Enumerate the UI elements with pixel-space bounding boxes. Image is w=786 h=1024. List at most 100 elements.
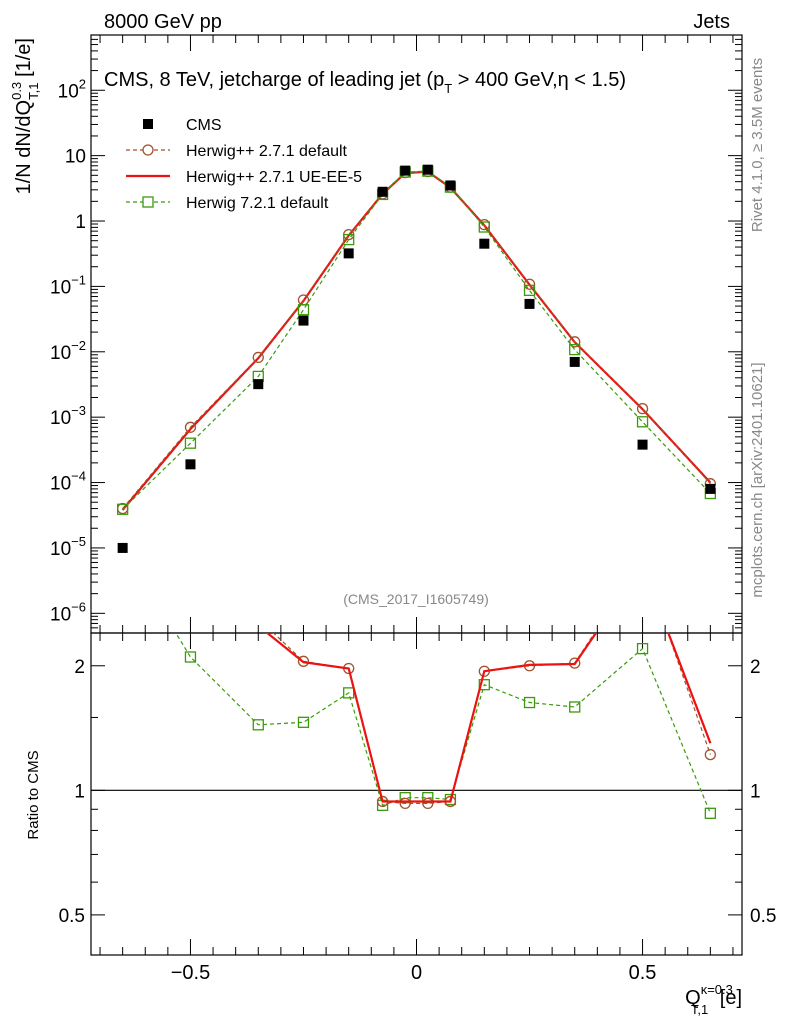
legend-label: Herwig 7.2.1 default (186, 195, 329, 212)
main-y-tick-label-base: 1 (75, 212, 86, 233)
main-cms-point (117, 542, 128, 553)
legend-marker-cms (143, 119, 153, 129)
main-cms-point (343, 248, 354, 259)
main-plot-area (116, 164, 717, 553)
ratio-y-tick-label: 1 (74, 781, 85, 802)
ratio-x-axis-label: Qκ=0.3 T,1 [e] (685, 982, 742, 1017)
main-y-tick-label: 10−5 (50, 534, 86, 560)
main-y-axis-label-sup: 0.3 (9, 82, 24, 100)
main-cms-point (479, 238, 490, 249)
main-square-marker (636, 416, 649, 428)
main-y-tick-label: 102 (58, 76, 86, 102)
ratio-square-marker (252, 719, 264, 731)
ratio-y-tick-label-right: 2 (750, 657, 761, 678)
ratio-x-axis-label-suffix: [e] (714, 987, 742, 1009)
main-cms-point (377, 186, 388, 197)
ratio-square-marker (569, 701, 581, 713)
ratio-line-dashed-square (175, 633, 711, 814)
main-circle-marker (636, 402, 649, 415)
chart-title-sub: T (444, 81, 452, 96)
main-y-axis-label: 1/N dN/dQ0.3 T,1 [1/e] (9, 38, 41, 194)
header-right: Jets (693, 11, 730, 33)
ratio-square-marker (343, 687, 355, 699)
main-square-marker (523, 284, 536, 297)
ratio-square-marker (297, 716, 310, 728)
chart-title-rest: > 400 GeV,η < 1.5) (452, 69, 626, 91)
main-cms-point (524, 298, 535, 309)
x-tick-label: 0 (411, 962, 422, 984)
ratio-circle-marker (399, 797, 411, 810)
main-y-tick-label: 1 (75, 212, 86, 233)
ratio-y-tick-label: 0.5 (59, 906, 85, 927)
ratio-x-axis-label-base: Q (685, 987, 701, 1009)
main-y-tick-label-exp: −4 (71, 469, 86, 484)
main-y-tick-label-base: 10 (50, 539, 71, 560)
legend-label: CMS (186, 117, 222, 134)
main-cms-point (422, 164, 433, 175)
main-y-tick-label-base: 10 (65, 147, 86, 168)
main-cms-point (637, 439, 648, 450)
main-y-tick-label-base: 10 (50, 277, 71, 298)
main-y-tick-label-base: 10 (50, 604, 71, 625)
x-tick-label: 0.5 (629, 962, 657, 984)
ratio-x-axis-label-sub: T,1 (691, 1002, 708, 1017)
main-y-tick-label-base: 10 (58, 81, 79, 102)
main-line-solid (121, 170, 712, 511)
ratio-y-tick-label: 2 (74, 657, 85, 678)
main-circle-marker (523, 278, 536, 290)
main-cms-point (253, 379, 264, 390)
main-y-tick-label: 10−2 (50, 338, 86, 364)
legend-label: Herwig++ 2.7.1 UE-EE-5 (186, 169, 362, 186)
ratio-square-marker (523, 696, 536, 709)
ratio-circle-marker (638, 555, 648, 565)
main-y-tick-label-exp: 2 (79, 76, 86, 91)
side-label-bottom: mcplots.cern.ch [arXiv:2401.10621] (749, 362, 766, 597)
main-square-marker (478, 221, 490, 233)
main-cms-point (185, 459, 196, 470)
side-label-top: Rivet 4.1.0, ≥ 3.5M events (749, 58, 766, 232)
main-square-marker (116, 503, 129, 515)
ratio-x-axis-label-sup: κ=0.3 (701, 982, 733, 997)
main-cms-point (445, 180, 456, 191)
ratio-square-marker (184, 651, 197, 663)
chart-title-main: CMS, 8 TeV, jetcharge of leading jet (p (104, 69, 444, 91)
ratio-circle-marker (704, 748, 717, 761)
main-y-tick-label: 10−1 (50, 272, 86, 298)
main-circle-marker (569, 336, 581, 348)
ratio-x-ticks: −0.5 0 0.5 (99, 633, 734, 984)
main-cms-point (705, 483, 716, 494)
analysis-id: (CMS_2017_I1605749) (343, 591, 489, 607)
main-y-tick-label: 10−3 (50, 403, 86, 429)
ratio-square-marker (422, 792, 434, 804)
ratio-circle-marker (185, 550, 195, 560)
main-y-axis-label-prefix: 1/N dN/dQ (13, 100, 35, 194)
ratio-panel: 0.5 0.5 1 1 2 2 −0.5 0 0.5 Ratio to CMS Qκ=0.3 T… (25, 550, 777, 1017)
main-line-dashed-square (122, 170, 711, 510)
ratio-y-tick-label-right: 1 (750, 781, 761, 802)
main-y-tick-label-base: 10 (50, 408, 71, 429)
main-y-tick-label-base: 10 (50, 343, 71, 364)
ratio-y-tick-label-right: 0.5 (750, 906, 776, 927)
ratio-y-axis-label: Ratio to CMS (25, 750, 42, 839)
main-square-marker (184, 437, 197, 449)
main-y-tick-label-exp: −6 (71, 599, 86, 614)
main-y-tick-label-exp: −5 (71, 534, 86, 549)
ratio-y-ticks: 0.5 0.5 1 1 2 2 (59, 657, 777, 927)
main-square-marker (343, 233, 355, 246)
legend-square-marker (142, 196, 154, 208)
main-y-tick-label: 10−4 (50, 469, 86, 495)
main-y-axis-label-sub: T,1 (26, 82, 41, 99)
ratio-plot-area (175, 550, 717, 819)
main-square-marker (297, 304, 310, 316)
ratio-line-dashed-circle (272, 633, 711, 805)
main-circle-marker (252, 351, 264, 364)
main-y-tick-label-exp: −1 (71, 272, 86, 287)
main-x-ticks (99, 35, 734, 633)
ratio-frame (90, 632, 743, 956)
header-left: 8000 GeV pp (104, 11, 222, 33)
main-y-tick-label: 10−6 (50, 599, 86, 625)
main-cms-point (569, 356, 580, 367)
main-cms-point (400, 165, 411, 176)
